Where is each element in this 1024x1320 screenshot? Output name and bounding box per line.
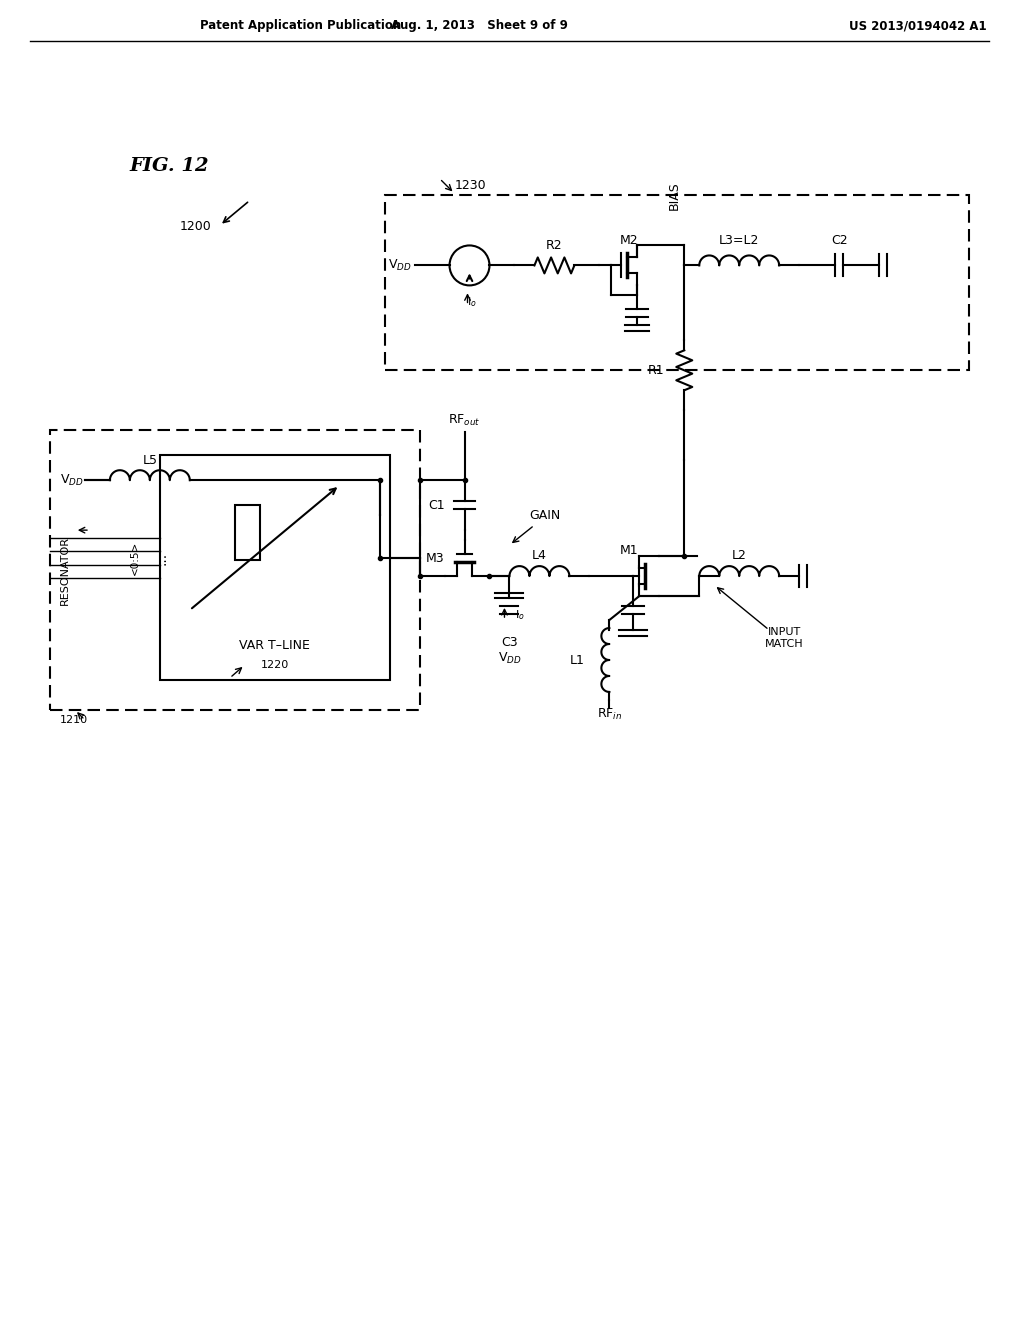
Text: C1: C1 bbox=[428, 499, 444, 512]
Text: L4: L4 bbox=[532, 549, 547, 561]
Text: RF$_{out}$: RF$_{out}$ bbox=[449, 413, 481, 428]
Text: FIG. 12: FIG. 12 bbox=[130, 157, 210, 174]
Text: L1: L1 bbox=[569, 653, 585, 667]
Text: L5: L5 bbox=[142, 454, 158, 467]
Text: 1210: 1210 bbox=[60, 715, 88, 725]
Text: BIAS: BIAS bbox=[668, 182, 681, 210]
Text: V$_{DD}$: V$_{DD}$ bbox=[388, 257, 412, 273]
Text: M2: M2 bbox=[620, 234, 639, 247]
Text: VAR T–LINE: VAR T–LINE bbox=[240, 639, 310, 652]
Text: <0:5>: <0:5> bbox=[130, 541, 140, 576]
Text: V$_{DD}$: V$_{DD}$ bbox=[60, 473, 84, 488]
Text: GAIN: GAIN bbox=[529, 508, 561, 521]
Text: Patent Application Publication: Patent Application Publication bbox=[200, 20, 401, 32]
Text: 1200: 1200 bbox=[180, 220, 212, 234]
Text: RF$_{in}$: RF$_{in}$ bbox=[597, 708, 622, 722]
Text: V$_{DD}$: V$_{DD}$ bbox=[498, 651, 521, 665]
Text: INPUT
MATCH: INPUT MATCH bbox=[765, 627, 804, 649]
Text: C3: C3 bbox=[501, 635, 518, 648]
Text: M3: M3 bbox=[426, 552, 444, 565]
Text: RESONATOR: RESONATOR bbox=[60, 536, 70, 605]
Text: ...: ... bbox=[155, 552, 169, 565]
Bar bbox=[234, 506, 260, 560]
Text: 1220: 1220 bbox=[260, 660, 289, 671]
Text: 1230: 1230 bbox=[455, 180, 486, 191]
Text: C2: C2 bbox=[830, 234, 848, 247]
Text: R1: R1 bbox=[647, 364, 665, 376]
Text: M1: M1 bbox=[620, 544, 639, 557]
Text: I$_o$: I$_o$ bbox=[515, 609, 524, 622]
Text: R2: R2 bbox=[546, 239, 563, 252]
Bar bbox=[160, 455, 389, 680]
Text: L2: L2 bbox=[732, 549, 746, 561]
Text: US 2013/0194042 A1: US 2013/0194042 A1 bbox=[849, 20, 987, 32]
Text: L3=L2: L3=L2 bbox=[719, 234, 760, 247]
Text: Aug. 1, 2013   Sheet 9 of 9: Aug. 1, 2013 Sheet 9 of 9 bbox=[391, 20, 568, 32]
Text: I$_o$: I$_o$ bbox=[467, 296, 476, 309]
